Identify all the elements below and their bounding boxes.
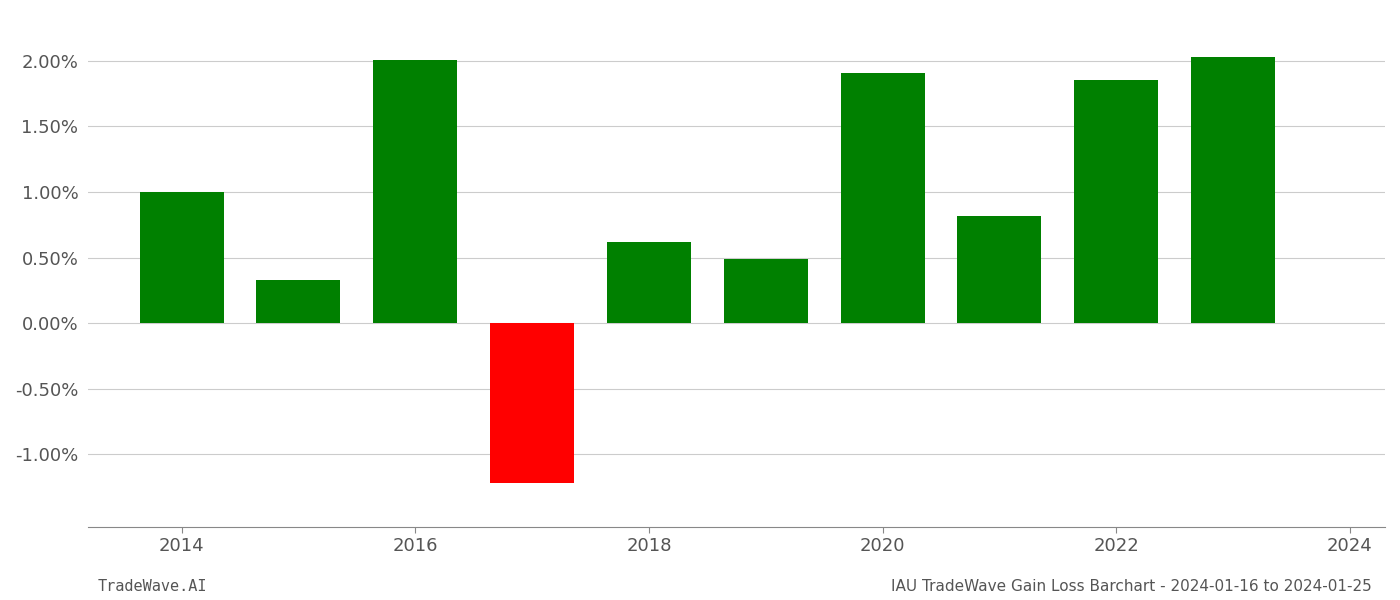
Bar [140,191,224,323]
Bar [606,242,692,323]
Bar [256,280,340,323]
Bar [958,215,1042,323]
Bar [374,60,458,323]
Text: IAU TradeWave Gain Loss Barchart - 2024-01-16 to 2024-01-25: IAU TradeWave Gain Loss Barchart - 2024-… [892,579,1372,594]
Bar [490,323,574,483]
Bar [1191,57,1275,323]
Bar [724,259,808,323]
Text: TradeWave.AI: TradeWave.AI [98,579,207,594]
Bar [1074,80,1158,323]
Bar [840,73,924,323]
